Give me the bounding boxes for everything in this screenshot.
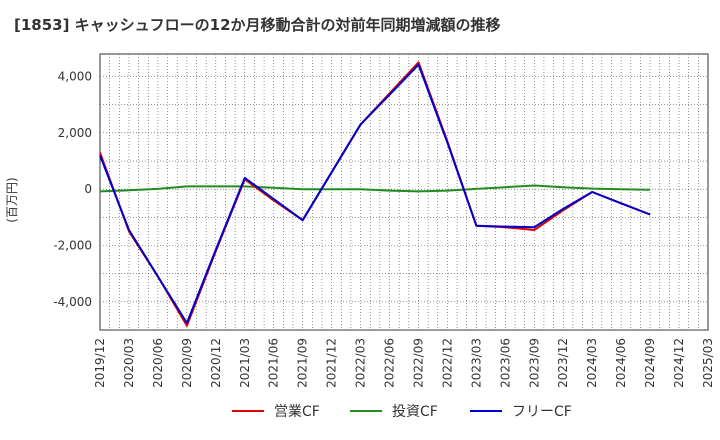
y-tick-label: 0 <box>84 182 92 196</box>
legend-label-3: フリーCF <box>512 404 572 420</box>
x-tick-label: 2021/03 <box>238 338 252 388</box>
x-tick-label: 2024/03 <box>585 338 599 388</box>
x-tick-label: 2022/06 <box>383 338 397 388</box>
legend-label-2: 投資CF <box>392 404 438 420</box>
x-tick-label: 2021/06 <box>267 338 281 388</box>
y-tick-label: 4,000 <box>58 70 92 84</box>
x-tick-label: 2021/12 <box>325 338 339 388</box>
x-axis-ticks: 2019/12 2020/03 2020/06 2020/09 2020/12 2021/… <box>93 338 715 388</box>
legend-label-1: 営業CF <box>274 404 320 420</box>
x-tick-label: 2020/09 <box>180 338 194 388</box>
x-tick-label: 2022/09 <box>411 338 425 388</box>
x-tick-label: 2024/12 <box>672 338 686 388</box>
x-tick-label: 2024/09 <box>643 338 657 388</box>
chart-title: [1853] キャッシュフローの12か月移動合計の対前年同期増減額の推移 <box>14 16 501 34</box>
legend: 営業CF 投資CF フリーCF <box>232 404 572 420</box>
x-tick-label: 2023/09 <box>527 338 541 388</box>
y-tick-label: 2,000 <box>58 126 92 140</box>
x-tick-label: 2020/12 <box>209 338 223 388</box>
x-tick-label: 2025/03 <box>701 338 715 388</box>
y-axis-ticks: 4,000 2,000 0 -2,000 -4,000 <box>53 70 92 309</box>
x-tick-label: 2021/09 <box>296 338 310 388</box>
y-tick-label: -2,000 <box>53 239 92 253</box>
x-tick-label: 2022/03 <box>354 338 368 388</box>
x-tick-label: 2023/03 <box>469 338 483 388</box>
x-tick-label: 2023/12 <box>556 338 570 388</box>
x-tick-label: 2019/12 <box>93 338 107 388</box>
series-line-3 <box>99 63 651 324</box>
y-axis-label: (百万円) <box>5 177 19 222</box>
y-tick-label: -4,000 <box>53 295 92 309</box>
x-tick-label: 2020/06 <box>151 338 165 388</box>
series-line-2 <box>99 184 651 193</box>
x-tick-label: 2022/12 <box>440 338 454 388</box>
x-tick-label: 2024/06 <box>614 338 628 388</box>
x-tick-label: 2023/06 <box>498 338 512 388</box>
x-tick-label: 2020/03 <box>122 338 136 388</box>
series-lines <box>99 61 651 327</box>
